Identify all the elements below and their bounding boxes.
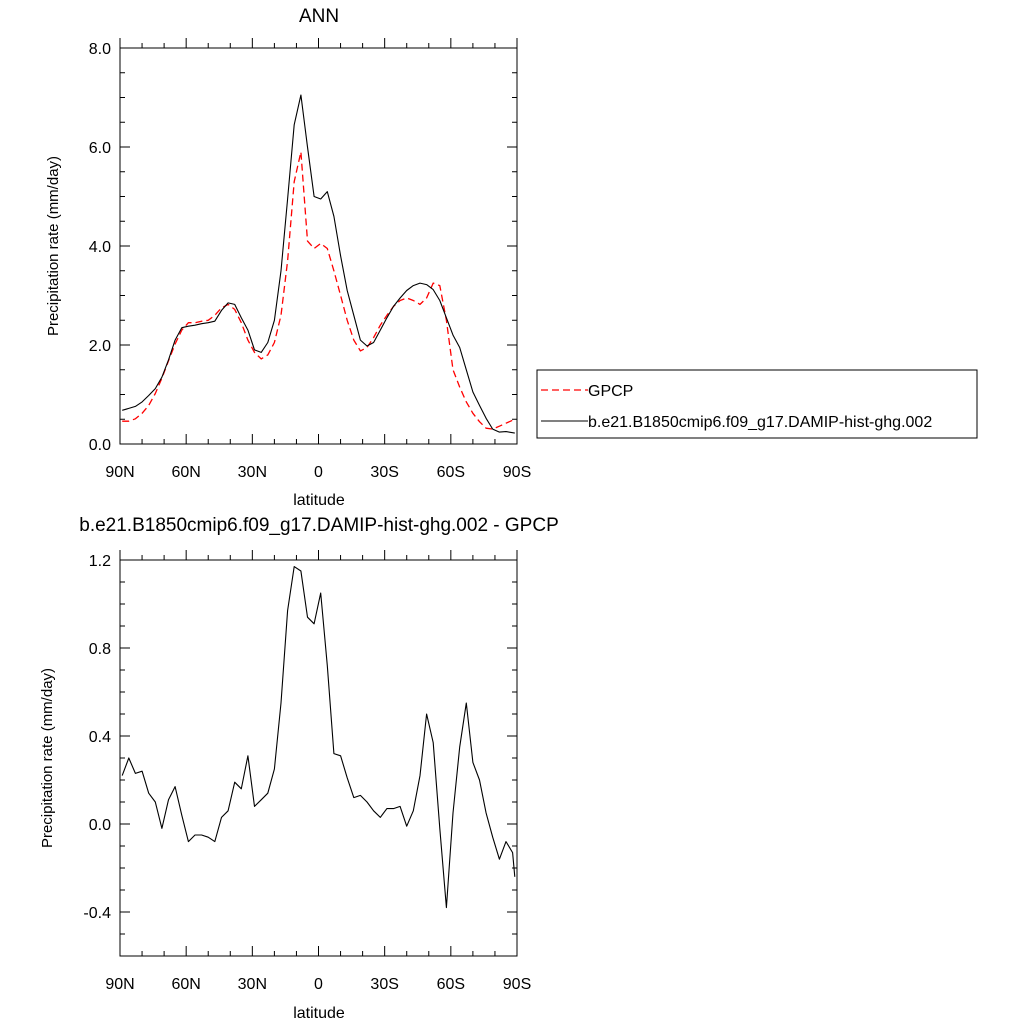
x-tick-label: 0 [314, 464, 323, 481]
legend-label-gpcp: GPCP [588, 383, 633, 400]
x-axis-label: latitude [293, 492, 345, 509]
axis-ticks: 90N 60N 30N 0 30S 60S 90S -0.4 0.0 0.4 0.8 1.2 [83, 550, 531, 993]
plot-frame [119, 559, 518, 957]
x-tick-label: 30S [370, 464, 398, 481]
x-tick-label: 0 [314, 976, 323, 993]
y-tick-label: 0.0 [89, 437, 111, 454]
y-tick-label: 0.4 [89, 729, 111, 746]
x-tick-label: 60S [437, 976, 465, 993]
x-tick-label: 90N [105, 976, 134, 993]
x-tick-label: 60S [437, 464, 465, 481]
y-tick-label: -0.4 [83, 905, 111, 922]
series-line-1 [122, 94, 515, 434]
x-tick-label: 60N [171, 976, 200, 993]
legend-box [536, 369, 978, 439]
x-tick-label: 30N [238, 976, 267, 993]
axis-ticks: 90N 60N 30N 0 30S 60S 90S 0.0 2.0 4.0 6.0 8.0 [89, 38, 531, 481]
legend-label-model: b.e21.B1850cmip6.f09_g17.DAMIP-hist-ghg.… [588, 414, 932, 431]
series-group [122, 94, 516, 434]
x-tick-label: 90S [503, 976, 531, 993]
y-tick-label: 0.8 [89, 641, 111, 658]
x-tick-label: 90S [503, 464, 531, 481]
x-tick-label: 30N [238, 464, 267, 481]
y-tick-label: 1.2 [89, 553, 111, 570]
x-tick-label: 90N [105, 464, 134, 481]
y-tick-label: 8.0 [89, 41, 111, 58]
plot-frame [119, 47, 518, 445]
y-axis-label: Precipitation rate (mm/day) [39, 668, 56, 848]
x-axis-label: latitude [293, 1005, 345, 1022]
series-group [121, 566, 516, 909]
y-tick-label: 2.0 [89, 338, 111, 355]
x-tick-label: 30S [370, 976, 398, 993]
y-tick-label: 6.0 [89, 140, 111, 157]
chart-title: b.e21.B1850cmip6.f09_g17.DAMIP-hist-ghg.… [79, 515, 559, 536]
series-line-0 [122, 151, 516, 430]
series-line-0 [121, 566, 516, 909]
legend: GPCP b.e21.B1850cmip6.f09_g17.DAMIP-hist… [536, 369, 978, 439]
panel-top: ANN 90N 60N 30N 0 30S 60S 90S 0.0 2.0 4.0 6.0 8.0 P… [45, 6, 531, 509]
y-tick-label: 4.0 [89, 239, 111, 256]
y-axis-label: Precipitation rate (mm/day) [45, 156, 62, 336]
chart-title: ANN [299, 6, 339, 27]
x-tick-label: 60N [171, 464, 200, 481]
y-tick-label: 0.0 [89, 817, 111, 834]
panel-bottom: b.e21.B1850cmip6.f09_g17.DAMIP-hist-ghg.… [39, 515, 559, 1022]
